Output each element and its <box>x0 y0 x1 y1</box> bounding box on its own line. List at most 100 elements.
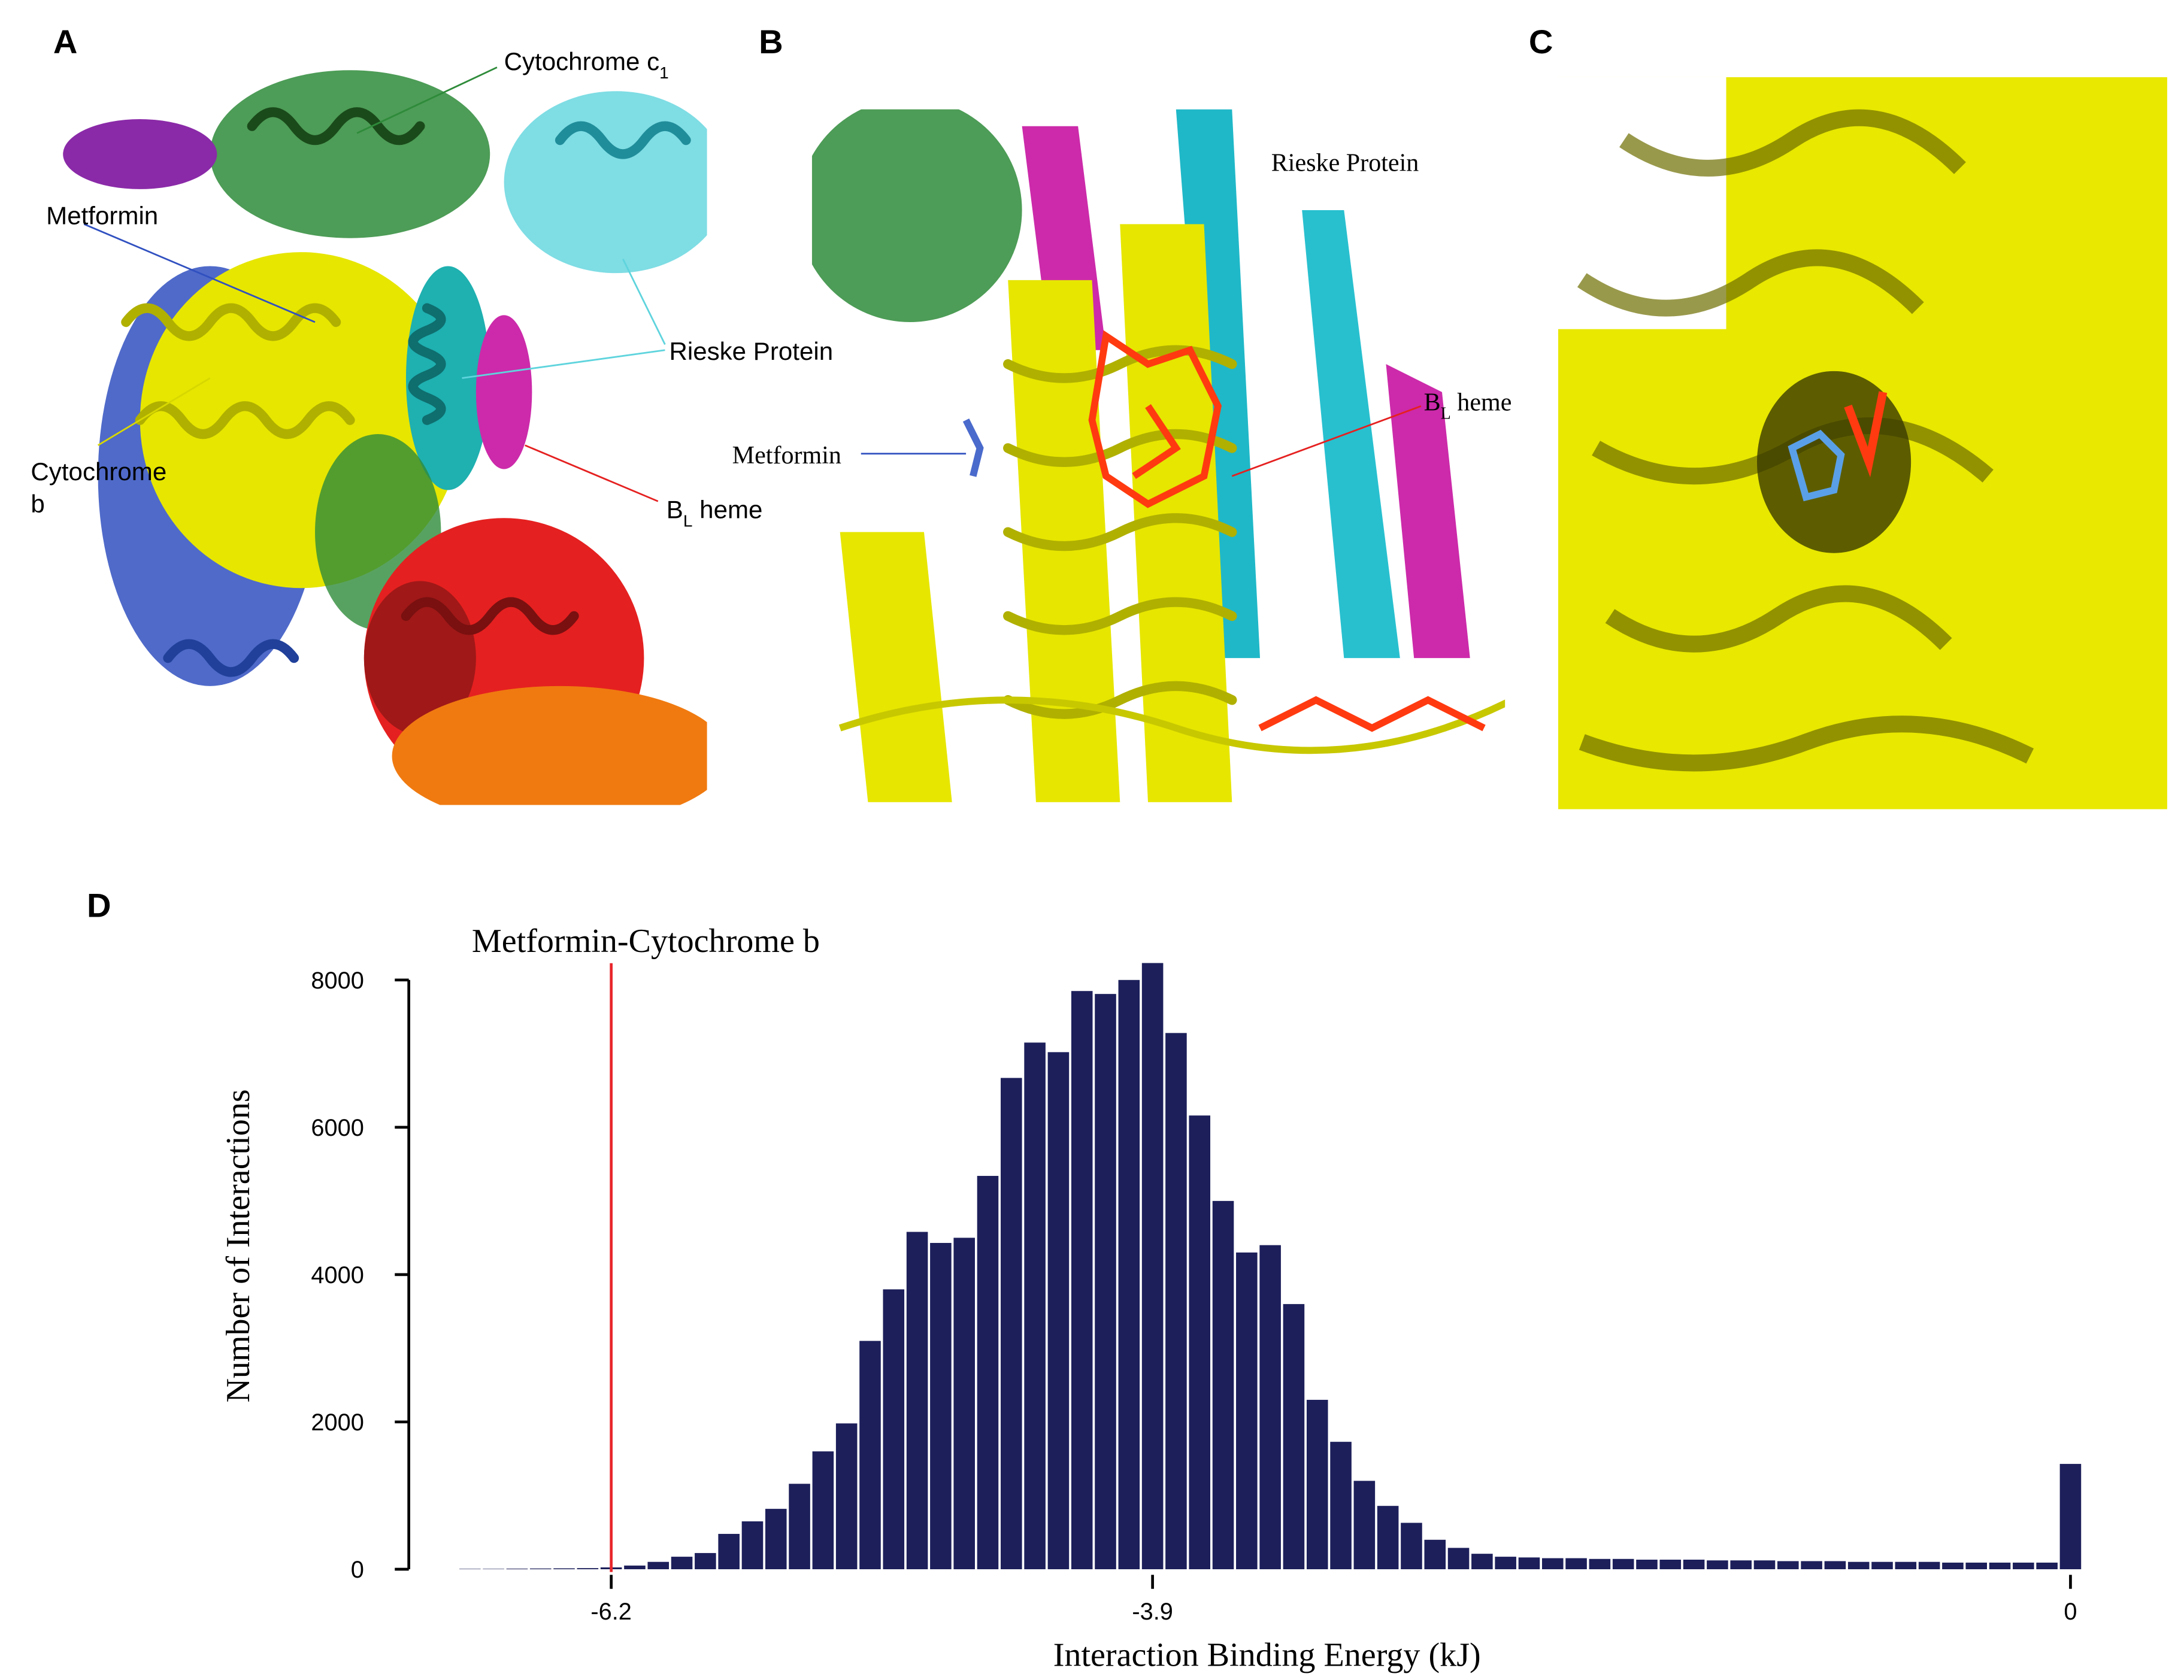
bar <box>1141 963 1164 1570</box>
bar <box>1189 1115 1211 1570</box>
bar <box>1047 1052 1070 1570</box>
bar <box>1495 1557 1516 1570</box>
bar <box>1730 1560 1752 1570</box>
x-tick-label: -6.2 <box>590 1599 631 1625</box>
annotation: Metformin <box>46 201 158 229</box>
bar <box>1377 1506 1399 1570</box>
bar <box>695 1552 716 1570</box>
bar <box>1212 1200 1234 1570</box>
bar <box>1024 1042 1046 1570</box>
bar <box>577 1568 599 1570</box>
bar <box>1801 1561 1822 1570</box>
bar <box>765 1509 787 1570</box>
annotation-subscript: L <box>1441 404 1451 423</box>
bar <box>1965 1562 1988 1570</box>
bar <box>1612 1558 1634 1570</box>
bar <box>1330 1442 1352 1570</box>
bar <box>1165 1033 1187 1570</box>
bar <box>1001 1078 1022 1570</box>
bar <box>1236 1252 1258 1570</box>
panel-b-image <box>811 109 1506 802</box>
annotation: BL heme <box>667 495 763 530</box>
bar <box>906 1232 928 1570</box>
bar <box>1095 994 1116 1570</box>
bar <box>1707 1560 1728 1570</box>
bar <box>1589 1558 1611 1570</box>
bar <box>1259 1245 1281 1570</box>
annotation: Rieske Protein <box>1271 150 1419 177</box>
histogram-chart: Number of Interactions Interaction Bindi… <box>220 923 2082 1673</box>
panel-a-annotations: Cytochrome c1 Metformin Rieske Protein C… <box>31 47 833 530</box>
bar <box>741 1521 764 1570</box>
annotation-subscript: 1 <box>659 63 669 82</box>
y-tick-label: 0 <box>351 1557 364 1583</box>
annotation-text: heme <box>1451 389 1512 416</box>
annotation: Rieske Protein <box>669 337 833 365</box>
annotation-subscript: L <box>683 511 693 530</box>
annotation: BL heme <box>1424 389 1512 423</box>
bar <box>812 1451 834 1570</box>
panel-label: D <box>87 887 111 924</box>
bar <box>1871 1561 1893 1570</box>
annotation: Metformin <box>732 442 841 469</box>
y-tick-label: 8000 <box>311 968 364 994</box>
bar <box>883 1289 905 1570</box>
bar <box>1659 1560 1682 1570</box>
bar <box>1824 1561 1846 1570</box>
bar <box>718 1533 740 1570</box>
bar <box>1283 1304 1305 1570</box>
y-tick-label: 6000 <box>311 1115 364 1141</box>
bar <box>859 1341 881 1570</box>
annotation: b <box>31 490 44 518</box>
bar <box>1753 1560 1776 1570</box>
bar <box>1777 1561 1799 1570</box>
x-axis-label: Interaction Binding Energy (kJ) <box>1053 1636 1481 1673</box>
panel-label: C <box>1529 23 1553 60</box>
annotation-text: heme <box>692 495 762 523</box>
panel-a-image <box>63 70 707 805</box>
x-tick-label: 0 <box>2064 1599 2077 1625</box>
annotation: Cytochrome <box>31 457 166 486</box>
bar <box>1071 991 1093 1570</box>
bar <box>1847 1561 1870 1570</box>
bar <box>1565 1558 1587 1570</box>
bar <box>2013 1562 2034 1570</box>
bar <box>977 1176 999 1570</box>
panel-c-image <box>1558 77 2167 809</box>
y-tick-label: 4000 <box>311 1262 364 1288</box>
bar <box>624 1565 646 1570</box>
bar <box>671 1557 693 1570</box>
bar <box>1541 1558 1564 1570</box>
bar <box>1942 1562 1964 1570</box>
panel-label: A <box>53 23 78 60</box>
y-tick-label: 2000 <box>311 1409 364 1436</box>
bar <box>2059 1464 2082 1570</box>
annotation-text: B <box>667 495 683 523</box>
reference-label: Metformin-Cytochrome b <box>472 923 820 960</box>
bar <box>1989 1562 2011 1570</box>
bar <box>1895 1561 1917 1570</box>
bar <box>1636 1560 1658 1570</box>
bar <box>1918 1561 1940 1570</box>
bar <box>1353 1481 1376 1570</box>
panel-label: B <box>759 23 783 60</box>
bar <box>953 1238 975 1570</box>
panel-b-annotations: Rieske Protein BL heme Metformin <box>732 150 1512 477</box>
bar <box>1401 1523 1422 1570</box>
bar <box>1518 1557 1540 1570</box>
annotation-text: B <box>1424 389 1441 416</box>
annotation: Cytochrome c1 <box>504 47 669 82</box>
bar <box>789 1484 810 1570</box>
bar <box>1447 1548 1470 1570</box>
bar <box>1424 1539 1446 1570</box>
bar <box>2036 1562 2058 1570</box>
bar <box>1471 1554 1493 1570</box>
x-tick-label: -3.9 <box>1132 1599 1173 1625</box>
bar <box>1118 980 1140 1570</box>
bar <box>1683 1560 1705 1570</box>
bar <box>1306 1400 1328 1570</box>
y-axis-label: Number of Interactions <box>220 1089 257 1402</box>
bar <box>835 1423 858 1570</box>
bar <box>930 1242 952 1570</box>
